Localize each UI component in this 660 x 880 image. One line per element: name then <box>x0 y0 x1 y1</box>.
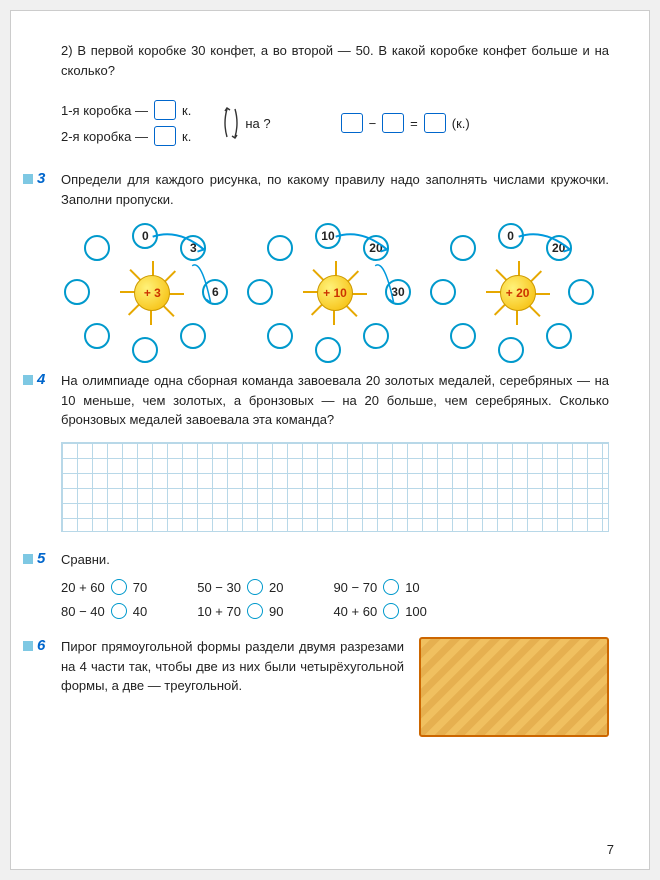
compare-right: 10 <box>405 580 419 595</box>
bubble-2[interactable] <box>568 279 594 305</box>
compare-left: 20 + 60 <box>61 580 105 595</box>
diagram-container: + 3036+ 10102030+ 20020 <box>61 223 609 353</box>
compare-item: 50 − 30 20 <box>197 579 283 595</box>
box2-line: 2-я коробка — к. <box>61 126 191 146</box>
compare-right: 70 <box>133 580 147 595</box>
compare-container: 20 + 60 70 80 − 40 40 50 − 30 20 10 + 70 90 90 −… <box>61 579 609 619</box>
box1-unit: к. <box>182 103 191 118</box>
compare-item: 10 + 70 90 <box>197 603 283 619</box>
swap-arrows-icon <box>221 103 241 143</box>
compare-slot[interactable] <box>247 603 263 619</box>
eq-suffix: (к.) <box>452 116 470 131</box>
bubble-4[interactable] <box>498 337 524 363</box>
eq-input-1[interactable] <box>341 113 363 133</box>
minus-sign: − <box>369 116 377 131</box>
compare-left: 40 + 60 <box>333 604 377 619</box>
box1-label: 1-я коробка — <box>61 103 148 118</box>
compare-item: 40 + 60 100 <box>333 603 426 619</box>
workbook-page: 2) В первой коробке 30 конфет, а во втор… <box>10 10 650 870</box>
arrow-icon <box>506 226 574 258</box>
compare-column-2: 90 − 70 10 40 + 60 100 <box>333 579 426 619</box>
compare-item: 80 − 40 40 <box>61 603 147 619</box>
na-label: на ? <box>245 116 270 131</box>
compare-item: 90 − 70 10 <box>333 579 426 595</box>
compare-right: 100 <box>405 604 427 619</box>
bubble-5[interactable] <box>84 323 110 349</box>
bubble-3[interactable] <box>363 323 389 349</box>
bubble-5[interactable] <box>267 323 293 349</box>
equals-sign: = <box>410 116 418 131</box>
pie-rectangle[interactable] <box>419 637 609 737</box>
task-5-title: Сравни. <box>61 550 609 570</box>
bubble-7[interactable] <box>267 235 293 261</box>
bubble-6[interactable] <box>247 279 273 305</box>
eq-input-2[interactable] <box>382 113 404 133</box>
compare-column-1: 50 − 30 20 10 + 70 90 <box>197 579 283 619</box>
box1-line: 1-я коробка — к. <box>61 100 191 120</box>
box2-label: 2-я коробка — <box>61 129 148 144</box>
arrow-icon <box>188 238 230 302</box>
compare-slot[interactable] <box>111 603 127 619</box>
task-5-number: 5 <box>37 550 45 567</box>
bubble-6[interactable] <box>430 279 456 305</box>
compare-left: 50 − 30 <box>197 580 241 595</box>
task-6-number: 6 <box>37 637 45 654</box>
bubble-3[interactable] <box>546 323 572 349</box>
compare-slot[interactable] <box>383 579 399 595</box>
bubble-7[interactable] <box>84 235 110 261</box>
task-3-text: Определи для каждого рисунка, по какому … <box>61 170 609 209</box>
compare-right: 90 <box>269 604 283 619</box>
answer-grid[interactable] <box>61 442 609 532</box>
bubble-7[interactable] <box>450 235 476 261</box>
compare-item: 20 + 60 70 <box>61 579 147 595</box>
compare-right: 40 <box>133 604 147 619</box>
sun-center: + 10 <box>317 275 353 311</box>
sun-center: + 20 <box>500 275 536 311</box>
task-2: 2) В первой коробке 30 конфет, а во втор… <box>61 41 609 152</box>
bubble-4[interactable] <box>315 337 341 363</box>
task-2-text: 2) В первой коробке 30 конфет, а во втор… <box>61 41 609 80</box>
task-4: 4 На олимпиаде одна сборная команда заво… <box>61 371 609 532</box>
compare-left: 10 + 70 <box>197 604 241 619</box>
arrow-icon <box>371 238 413 302</box>
page-number: 7 <box>607 842 614 857</box>
compare-left: 80 − 40 <box>61 604 105 619</box>
box1-input[interactable] <box>154 100 176 120</box>
task-5: 5 Сравни. 20 + 607080 − 404050 − 302010 … <box>61 550 609 620</box>
bubble-3[interactable] <box>180 323 206 349</box>
sun-diagram-2: + 20020 <box>438 223 598 353</box>
bubble-5[interactable] <box>450 323 476 349</box>
task-3: 3 Определи для каждого рисунка, по каком… <box>61 170 609 353</box>
sun-diagram-1: + 10102030 <box>255 223 415 353</box>
compare-slot[interactable] <box>383 603 399 619</box>
compare-right: 20 <box>269 580 283 595</box>
box2-unit: к. <box>182 129 191 144</box>
sun-diagram-0: + 3036 <box>72 223 232 353</box>
task-4-number: 4 <box>37 371 45 388</box>
box2-input[interactable] <box>154 126 176 146</box>
eq-input-3[interactable] <box>424 113 446 133</box>
compare-slot[interactable] <box>247 579 263 595</box>
bubble-6[interactable] <box>64 279 90 305</box>
compare-column-0: 20 + 60 70 80 − 40 40 <box>61 579 147 619</box>
compare-left: 90 − 70 <box>333 580 377 595</box>
compare-slot[interactable] <box>111 579 127 595</box>
task-6: 6 Пирог прямоугольной формы раздели двум… <box>61 637 609 737</box>
task-6-text: Пирог прямоугольной формы раздели двумя … <box>61 637 404 696</box>
task-4-text: На олимпиаде одна сборная команда завоев… <box>61 371 609 430</box>
bubble-4[interactable] <box>132 337 158 363</box>
equation-line: − = (к.) <box>341 113 470 133</box>
task-3-number: 3 <box>37 170 45 187</box>
